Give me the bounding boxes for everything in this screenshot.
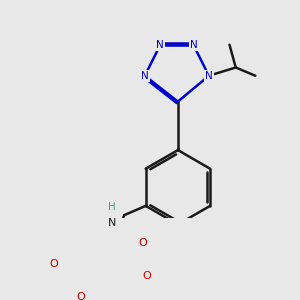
Text: N: N — [205, 71, 213, 81]
Polygon shape — [39, 229, 68, 235]
Text: H: H — [108, 202, 116, 212]
Text: N: N — [190, 40, 197, 50]
Text: O: O — [138, 238, 147, 248]
Text: N: N — [157, 40, 164, 50]
Text: N: N — [108, 218, 116, 228]
Text: O: O — [76, 292, 85, 300]
Text: O: O — [50, 259, 58, 269]
Text: O: O — [142, 271, 151, 281]
Text: N: N — [141, 71, 149, 81]
